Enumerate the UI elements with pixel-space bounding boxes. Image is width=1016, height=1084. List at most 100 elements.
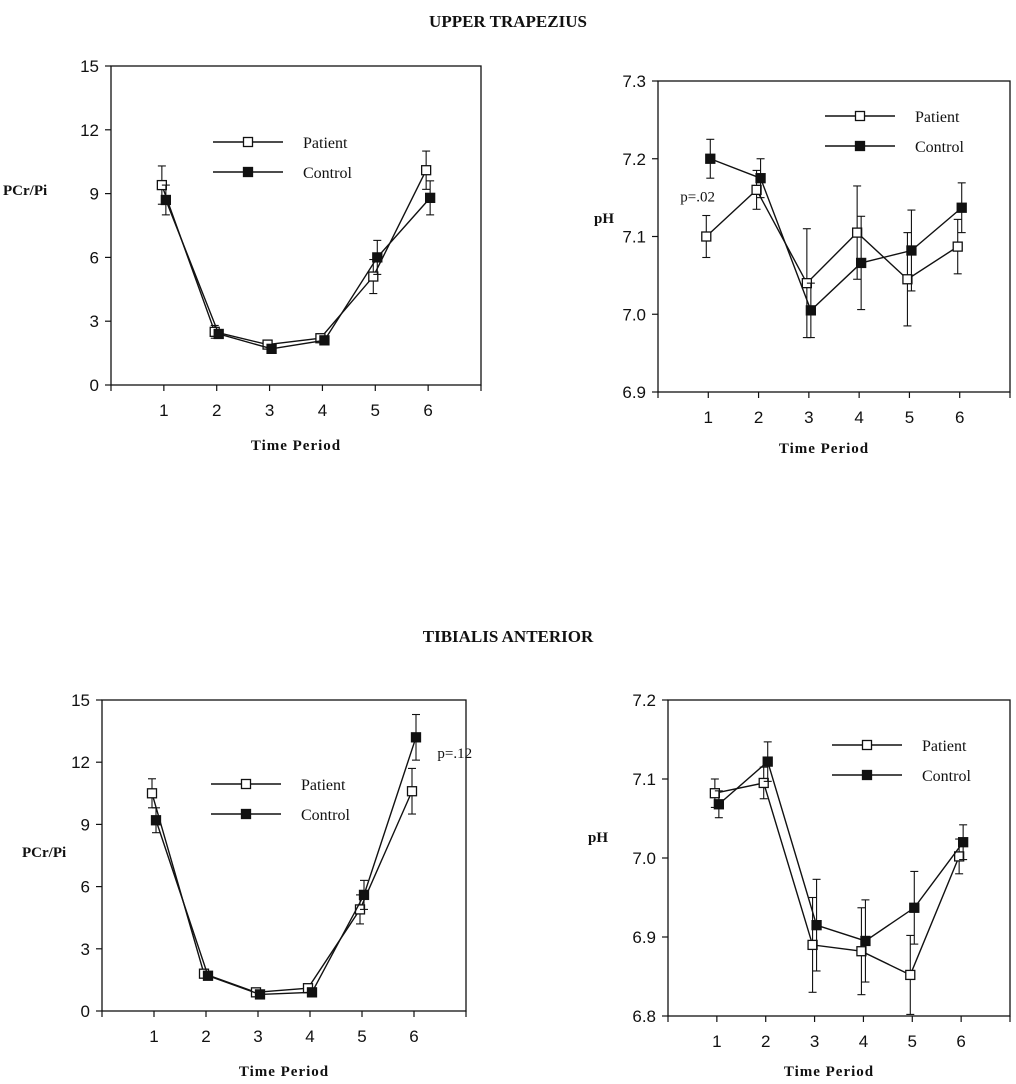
y-tick-label: 6.9 xyxy=(632,928,656,947)
x-tick-label: 1 xyxy=(159,401,168,420)
series-line xyxy=(155,737,417,996)
x-tick-label: 4 xyxy=(859,1032,868,1051)
x-tick-label: 6 xyxy=(409,1027,418,1046)
legend-marker xyxy=(861,769,873,781)
x-tick-label: 6 xyxy=(956,1032,965,1051)
y-axis-label: PCr/Pi xyxy=(22,845,66,861)
y-tick-label: 15 xyxy=(71,691,90,710)
x-tick-label: 2 xyxy=(754,408,763,427)
y-tick-label: 7.0 xyxy=(622,305,646,324)
x-tick-label: 5 xyxy=(371,401,380,420)
data-point xyxy=(368,271,379,282)
legend-marker xyxy=(861,739,873,751)
y-tick-label: 7.3 xyxy=(622,72,646,91)
annotation: p=.02 xyxy=(680,190,715,206)
series-line xyxy=(710,158,963,312)
series-control xyxy=(705,138,967,339)
y-axis-label: PCr/Pi xyxy=(3,183,47,199)
data-point xyxy=(856,946,867,957)
series-patient xyxy=(146,767,418,998)
x-tick-label: 3 xyxy=(253,1027,262,1046)
x-tick-label: 2 xyxy=(761,1032,770,1051)
series-patient xyxy=(709,766,965,1015)
data-point xyxy=(709,788,721,799)
series-control xyxy=(713,741,969,983)
legend-marker xyxy=(854,140,866,152)
data-point xyxy=(213,328,224,340)
legend-label: Control xyxy=(301,807,350,824)
series-control xyxy=(160,180,436,354)
y-tick-label: 0 xyxy=(90,376,99,395)
y-tick-label: 6 xyxy=(90,248,99,267)
x-axis-label: Time Period xyxy=(251,438,341,454)
x-tick-label: 1 xyxy=(149,1027,158,1046)
x-tick-label: 3 xyxy=(265,401,274,420)
x-tick-label: 1 xyxy=(704,408,713,427)
x-tick-label: 2 xyxy=(201,1027,210,1046)
series-control xyxy=(150,713,422,1000)
y-tick-label: 15 xyxy=(80,57,99,76)
legend-label: Patient xyxy=(922,738,967,755)
data-point xyxy=(805,305,817,316)
data-point xyxy=(146,788,158,799)
y-tick-label: 7.1 xyxy=(632,770,656,789)
legend-marker xyxy=(240,808,252,820)
legend-label: Patient xyxy=(301,777,346,794)
data-point xyxy=(410,732,422,743)
x-tick-label: 4 xyxy=(854,408,863,427)
x-tick-label: 5 xyxy=(905,408,914,427)
plot-frame xyxy=(101,699,467,1012)
x-axis-label: Time Period xyxy=(779,441,869,457)
data-point xyxy=(319,335,330,346)
legend-label: Patient xyxy=(915,109,960,126)
series-line xyxy=(165,197,431,350)
data-point xyxy=(905,969,916,981)
data-point xyxy=(713,799,725,810)
legend-label: Patient xyxy=(303,135,348,152)
x-tick-label: 5 xyxy=(908,1032,917,1051)
data-point xyxy=(372,252,383,263)
series-line xyxy=(151,790,413,994)
data-point xyxy=(957,837,969,848)
y-tick-label: 6.8 xyxy=(632,1007,656,1026)
data-point xyxy=(902,274,913,285)
data-point xyxy=(254,989,266,1000)
data-point xyxy=(906,245,917,256)
legend-marker xyxy=(242,166,254,178)
y-tick-label: 3 xyxy=(81,940,90,959)
data-point xyxy=(807,939,818,951)
data-point xyxy=(266,343,277,354)
section-title-tibialis-anterior: TIBIALIS ANTERIOR xyxy=(423,627,594,646)
y-tick-label: 9 xyxy=(90,185,99,204)
y-tick-label: 12 xyxy=(71,753,90,772)
series-patient xyxy=(701,169,963,339)
data-point xyxy=(956,202,967,213)
series-line xyxy=(705,188,959,285)
data-point xyxy=(701,231,712,242)
series-line xyxy=(161,169,427,346)
x-tick-label: 6 xyxy=(423,401,432,420)
x-tick-label: 3 xyxy=(804,408,813,427)
annotation: p=.12 xyxy=(437,746,472,762)
x-tick-label: 4 xyxy=(305,1027,314,1046)
y-tick-label: 7.2 xyxy=(622,150,646,169)
data-point xyxy=(851,227,863,238)
data-point xyxy=(811,920,822,931)
x-axis-label: Time Period xyxy=(239,1064,329,1080)
series-patient xyxy=(156,150,432,350)
y-axis-label: pH xyxy=(594,211,614,227)
x-tick-label: 5 xyxy=(357,1027,366,1046)
legend-label: Control xyxy=(922,768,971,785)
legend-label: Control xyxy=(303,165,352,182)
data-point xyxy=(306,987,318,998)
data-point xyxy=(952,241,963,252)
y-tick-label: 12 xyxy=(80,121,99,140)
y-tick-label: 7.0 xyxy=(632,849,656,868)
legend-marker xyxy=(242,136,254,148)
y-tick-label: 9 xyxy=(81,815,90,834)
legend-label: Control xyxy=(915,139,964,156)
data-point xyxy=(751,184,762,196)
